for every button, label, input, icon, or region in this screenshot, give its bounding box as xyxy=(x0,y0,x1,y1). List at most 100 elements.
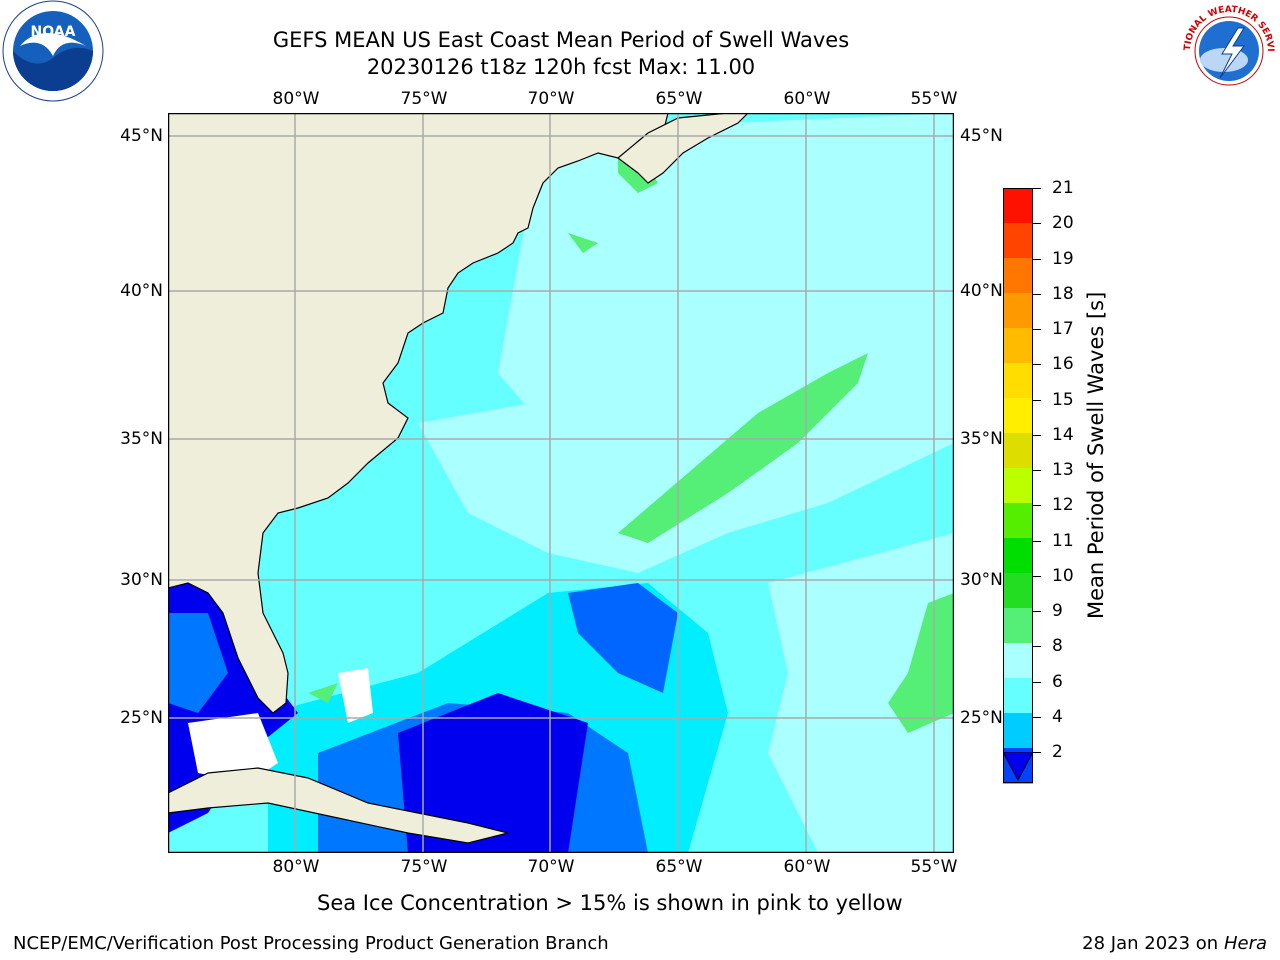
colorbar-tick-label: 9 xyxy=(1052,601,1063,621)
colorbar-tick-mark xyxy=(1033,329,1041,330)
lon-tick-bot-3: 70°W xyxy=(527,857,575,877)
colorbar-tick-mark xyxy=(1033,716,1041,718)
colorbar-tick-label: 10 xyxy=(1052,565,1074,586)
footer-host: Hera xyxy=(1223,933,1267,954)
colorbar-tick-label: 16 xyxy=(1052,354,1074,375)
colorbar-tick-mark xyxy=(1033,399,1041,401)
colorbar-segment xyxy=(1003,223,1033,259)
swell-green-bahamas xyxy=(308,683,338,703)
noaa-logo: NOAA xyxy=(2,0,104,102)
colorbar-tick-label: 2 xyxy=(1052,742,1063,762)
colorbar-tick-mark xyxy=(1033,505,1041,507)
colorbar-segment xyxy=(1003,573,1033,609)
lat-tick-left-2: 40°N xyxy=(120,281,163,301)
land-us xyxy=(168,113,669,714)
chart-title: GEFS MEAN US East Coast Mean Period of S… xyxy=(272,28,850,52)
colorbar-tick-mark xyxy=(1033,611,1041,612)
colorbar xyxy=(1003,188,1033,784)
map-frame xyxy=(168,113,954,853)
colorbar-tick-label: 6 xyxy=(1052,671,1063,692)
colorbar-segment xyxy=(1003,608,1033,644)
colorbar-frame xyxy=(1003,188,1033,783)
colorbar-segment xyxy=(1003,503,1033,539)
colorbar-tick-label: 14 xyxy=(1052,424,1074,445)
footer-date: 28 Jan 2023 on Hera xyxy=(1082,933,1267,954)
sea-ice-note: Sea Ice Concentration > 15% is shown in … xyxy=(317,891,903,915)
colorbar-segment xyxy=(1003,363,1033,399)
colorbar-tick-label: 20 xyxy=(1052,213,1074,234)
lat-tick-left-5: 25°N xyxy=(120,708,163,728)
land-maritimes xyxy=(617,113,749,184)
colorbar-tick-mark xyxy=(1033,293,1041,295)
swell-blue-mid-south xyxy=(568,583,678,693)
colorbar-segment xyxy=(1003,188,1033,224)
lat-tick-right-1: 45°N xyxy=(960,126,1003,146)
colorbar-tick-label: 8 xyxy=(1052,636,1063,657)
colorbar-segment xyxy=(1003,433,1033,469)
colorbar-tick-label: 4 xyxy=(1052,706,1063,727)
colorbar-tick-label: 11 xyxy=(1052,530,1074,551)
chart-subtitle: 20230126 t18z 120h fcst Max: 11.00 xyxy=(366,55,756,79)
lat-tick-right-2: 40°N xyxy=(960,281,1003,301)
lon-tick-bot-4: 65°W xyxy=(655,857,703,877)
colorbar-tick-mark xyxy=(1033,752,1041,753)
colorbar-tick-label: 21 xyxy=(1052,178,1074,198)
colorbar-segment xyxy=(1003,468,1033,504)
lat-tick-left-1: 45°N xyxy=(120,126,163,146)
lon-tick-top-2: 75°W xyxy=(400,89,448,109)
gulf-cyan-patch xyxy=(168,613,228,713)
colorbar-tick-mark xyxy=(1033,223,1041,225)
colorbar-tick-mark xyxy=(1033,575,1041,577)
colorbar-segment xyxy=(1003,713,1033,749)
lon-tick-bot-5: 60°W xyxy=(783,857,831,877)
colorbar-tick-label: 19 xyxy=(1052,248,1074,269)
colorbar-segment xyxy=(1003,538,1033,574)
colorbar-tick-mark xyxy=(1033,364,1041,366)
colorbar-segment xyxy=(1003,398,1033,434)
colorbar-tick-mark xyxy=(1033,681,1041,683)
colorbar-tick-label: 17 xyxy=(1052,319,1074,339)
colorbar-tick-label: 18 xyxy=(1052,283,1074,304)
lat-tick-left-4: 30°N xyxy=(120,570,163,590)
lon-tick-top-6: 55°W xyxy=(910,89,958,109)
colorbar-tick-label: 12 xyxy=(1052,495,1074,516)
colorbar-segment xyxy=(1003,293,1033,329)
colorbar-segment xyxy=(1003,258,1033,294)
colorbar-tick-mark xyxy=(1033,188,1041,189)
lat-tick-right-5: 25°N xyxy=(960,708,1003,728)
nodata-patch-1 xyxy=(188,713,278,783)
lon-tick-top-4: 65°W xyxy=(655,89,703,109)
graticule xyxy=(168,113,954,853)
swell-green-cape-cod xyxy=(568,233,598,253)
lon-tick-top-5: 60°W xyxy=(783,89,831,109)
swell-green-east xyxy=(888,593,954,733)
colorbar-segment xyxy=(1003,678,1033,714)
colorbar-tick-mark xyxy=(1033,646,1041,648)
noaa-logo-text: NOAA xyxy=(31,24,76,40)
colorbar-tick-mark xyxy=(1033,470,1041,471)
lat-tick-right-4: 30°N xyxy=(960,570,1003,590)
lon-tick-top-3: 70°W xyxy=(527,89,575,109)
colorbar-tick-label: 13 xyxy=(1052,460,1074,480)
lon-tick-bot-1: 80°W xyxy=(272,857,320,877)
colorbar-under-arrow xyxy=(1003,752,1033,782)
lon-tick-top-1: 80°W xyxy=(272,89,320,109)
nws-logo: NATIONAL WEATHER SERVICE xyxy=(1178,0,1278,100)
footer-credit: NCEP/EMC/Verification Post Processing Pr… xyxy=(13,933,609,954)
nodata-patch-2 xyxy=(338,668,373,723)
lon-tick-bot-2: 75°W xyxy=(400,857,448,877)
map-plot xyxy=(168,113,954,853)
colorbar-tick-mark xyxy=(1033,258,1041,260)
footer-date-text: 28 Jan 2023 on xyxy=(1082,933,1224,954)
swell-deep-blue-south xyxy=(398,693,588,853)
colorbar-tick-label: 15 xyxy=(1052,389,1074,410)
lon-tick-bot-6: 55°W xyxy=(910,857,958,877)
colorbar-segment xyxy=(1003,328,1033,364)
colorbar-segment xyxy=(1003,643,1033,679)
lat-tick-right-3: 35°N xyxy=(960,429,1003,449)
swell-band-light-east xyxy=(768,533,954,853)
lat-tick-left-3: 35°N xyxy=(120,429,163,449)
colorbar-tick-mark xyxy=(1033,434,1041,436)
colorbar-title: Mean Period of Swell Waves [s] xyxy=(1084,291,1108,619)
colorbar-tick-mark xyxy=(1033,540,1041,542)
